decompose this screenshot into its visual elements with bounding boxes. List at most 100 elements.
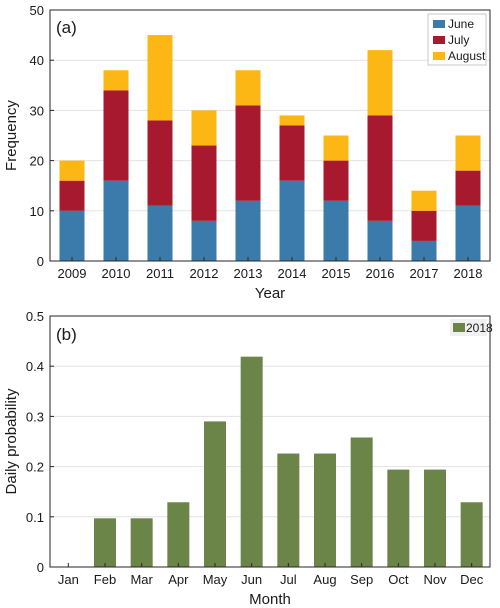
bar-june-2014 bbox=[279, 180, 305, 261]
y-tick-label: 0.2 bbox=[26, 460, 44, 475]
x-tick-label: 2016 bbox=[366, 266, 395, 281]
bar-august-2017 bbox=[411, 190, 437, 211]
bar-august-2012 bbox=[191, 110, 217, 146]
x-tick-label: May bbox=[203, 572, 228, 587]
x-tick-label: 2017 bbox=[410, 266, 439, 281]
bar-july-2017 bbox=[411, 210, 437, 241]
x-tick-label: Jun bbox=[241, 572, 262, 587]
bar-august-2010 bbox=[103, 70, 129, 91]
panel-b-bars bbox=[94, 356, 483, 567]
bar-june-2010 bbox=[103, 180, 129, 261]
bar-2018-feb bbox=[94, 518, 116, 567]
y-tick-label: 30 bbox=[30, 103, 44, 118]
panel-a-axes-frame bbox=[49, 9, 491, 262]
x-tick-label: 2009 bbox=[58, 266, 87, 281]
bar-june-2012 bbox=[191, 220, 217, 261]
x-tick-label: 2013 bbox=[234, 266, 263, 281]
bar-july-2016 bbox=[367, 115, 393, 221]
x-tick-label: 2014 bbox=[278, 266, 307, 281]
bar-july-2012 bbox=[191, 145, 217, 221]
bar-august-2016 bbox=[367, 50, 393, 116]
bar-july-2018 bbox=[455, 170, 481, 206]
legend-swatch-june bbox=[433, 20, 445, 28]
x-tick-label: Jul bbox=[280, 572, 297, 587]
legend-swatch-august bbox=[433, 52, 445, 60]
bar-august-2015 bbox=[323, 135, 349, 161]
x-tick-label: Oct bbox=[388, 572, 409, 587]
bar-2018-jun bbox=[240, 356, 263, 567]
y-tick-label: 0.3 bbox=[26, 409, 44, 424]
x-tick-label: 2015 bbox=[322, 266, 351, 281]
panel-a-label: (a) bbox=[56, 18, 77, 37]
panel-a-y-axis-label: Frequency bbox=[3, 100, 20, 171]
bar-2018-jul bbox=[277, 453, 300, 567]
bar-2018-aug bbox=[314, 453, 336, 567]
x-tick-label: Sep bbox=[350, 572, 373, 587]
panel-b-x-ticks: Jan Feb Mar Apr May Jun Jul Aug Sep Oct Nov Dec bbox=[58, 563, 484, 587]
panel-b-axes-frame bbox=[49, 315, 491, 568]
x-tick-label: Dec bbox=[460, 572, 484, 587]
bar-june-2013 bbox=[235, 200, 261, 261]
y-tick-label: 0.1 bbox=[26, 510, 44, 525]
panel-b-legend: 2018 bbox=[450, 319, 493, 336]
panel-a-x-axis-label: Year bbox=[255, 285, 285, 302]
bar-july-2014 bbox=[279, 125, 305, 181]
bar-june-2011 bbox=[147, 205, 173, 261]
bar-august-2014 bbox=[279, 115, 305, 126]
y-tick-label: 10 bbox=[30, 204, 44, 219]
bar-june-2016 bbox=[367, 220, 393, 261]
bar-july-2013 bbox=[235, 105, 261, 201]
y-tick-label: 0 bbox=[37, 560, 44, 575]
x-tick-label: 2011 bbox=[146, 266, 174, 281]
bar-2018-oct bbox=[387, 469, 410, 567]
bar-august-2013 bbox=[235, 70, 261, 106]
bar-2018-sep bbox=[350, 437, 373, 567]
panel-a-y-ticks: 0 10 20 30 40 50 bbox=[30, 3, 54, 269]
bar-august-2011 bbox=[147, 35, 173, 121]
bar-june-2017 bbox=[411, 240, 437, 261]
legend-swatch-2018 bbox=[453, 323, 465, 332]
legend-label-2018: 2018 bbox=[466, 321, 493, 335]
bar-july-2015 bbox=[323, 160, 349, 201]
x-tick-label: Aug bbox=[313, 572, 336, 587]
y-tick-label: 0.5 bbox=[26, 309, 44, 324]
y-tick-label: 0.4 bbox=[26, 359, 44, 374]
x-tick-label: Apr bbox=[168, 572, 189, 587]
panel-a-legend: June July August bbox=[427, 13, 487, 66]
y-tick-label: 40 bbox=[30, 53, 44, 68]
y-tick-label: 50 bbox=[30, 3, 44, 18]
panel-a-x-ticks: 2009 2010 2011 2012 2013 2014 2015 2016 2017 2018 bbox=[58, 257, 483, 281]
bar-2018-may bbox=[204, 421, 226, 567]
legend-label-june: June bbox=[448, 17, 474, 31]
x-tick-label: Feb bbox=[94, 572, 116, 587]
legend-label-august: August bbox=[448, 49, 486, 63]
x-tick-label: 2012 bbox=[190, 266, 219, 281]
legend-swatch-july bbox=[433, 36, 445, 44]
bar-2018-apr bbox=[167, 502, 190, 567]
panel-b-bar-chart: 0 0.1 0.2 0.3 0.4 0.5 Jan Feb Mar Apr May Jun Jul Au… bbox=[3, 309, 493, 608]
bar-august-2009 bbox=[59, 160, 85, 181]
bar-june-2018 bbox=[455, 205, 481, 261]
x-tick-label: Mar bbox=[130, 572, 153, 587]
panel-b-y-ticks: 0 0.1 0.2 0.3 0.4 0.5 bbox=[26, 309, 54, 575]
bar-2018-nov bbox=[424, 469, 446, 567]
bar-august-2018 bbox=[455, 135, 481, 171]
panel-b-plot-area bbox=[50, 316, 490, 567]
panel-a-stacked-bar-chart: 0 10 20 30 40 50 2009 2010 2011 2012 2013 2014 2015… bbox=[3, 3, 491, 302]
panel-b-y-axis-label: Daily probability bbox=[3, 388, 20, 494]
bar-july-2011 bbox=[147, 120, 173, 206]
panel-a-bars bbox=[59, 35, 481, 261]
x-tick-label: Nov bbox=[423, 572, 447, 587]
bar-july-2010 bbox=[103, 90, 129, 181]
y-tick-label: 20 bbox=[30, 154, 44, 169]
bar-june-2009 bbox=[59, 210, 85, 261]
x-tick-label: 2018 bbox=[454, 266, 483, 281]
x-tick-label: 2010 bbox=[102, 266, 131, 281]
bar-june-2015 bbox=[323, 200, 349, 261]
y-tick-label: 0 bbox=[37, 254, 44, 269]
bar-july-2009 bbox=[59, 180, 85, 211]
bar-2018-dec bbox=[460, 502, 483, 567]
panel-b-label: (b) bbox=[56, 325, 77, 344]
bar-2018-mar bbox=[130, 518, 153, 567]
